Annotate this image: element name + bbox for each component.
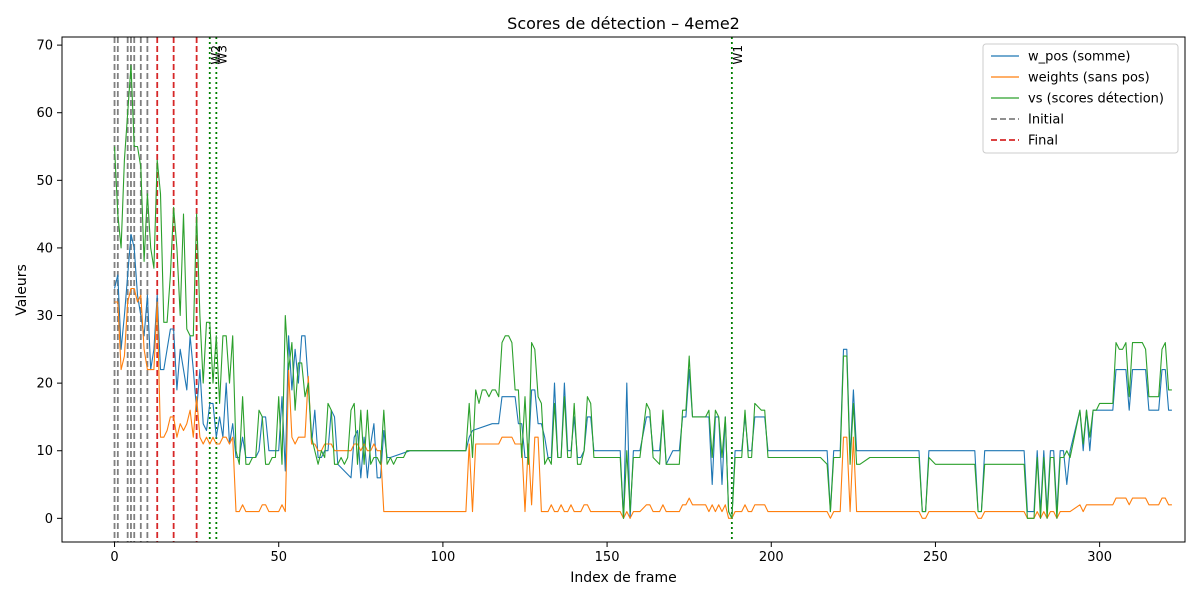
legend-label-0: w_pos (somme): [1028, 50, 1130, 65]
marker-label-w2: W2: [209, 45, 223, 65]
y-tick-label-40: 40: [36, 241, 53, 256]
x-axis: 0 50 100 150 200 250 300: [110, 542, 1112, 565]
plot-frame: [61, 36, 1186, 543]
x-tick-label-150: 150: [595, 550, 620, 565]
x-tick-label-200: 200: [759, 550, 784, 565]
series-line-2: [113, 64, 1172, 519]
y-axis: 0 10 20 30 40 50 60 70: [36, 39, 62, 527]
y-tick-label-30: 30: [36, 309, 53, 324]
x-axis-label: Index de frame: [570, 570, 676, 586]
marker-label-w1: W1: [731, 45, 745, 65]
y-tick-label-50: 50: [36, 174, 53, 189]
x-tick-label-250: 250: [923, 550, 948, 565]
x-tick-label-100: 100: [430, 550, 455, 565]
legend: w_pos (somme) weights (sans pos) vs (score…: [982, 43, 1179, 154]
chart-title: Scores de détection – 4eme2: [507, 14, 740, 33]
y-tick-label-0: 0: [45, 512, 53, 527]
y-tick-label-60: 60: [36, 106, 53, 121]
marker-label-w3: W3: [215, 45, 229, 65]
y-tick-label-20: 20: [36, 377, 53, 392]
x-tick-label-50: 50: [270, 550, 287, 565]
legend-label-4: Final: [1028, 134, 1058, 149]
legend-box: [982, 43, 1179, 154]
data-series: [113, 64, 1172, 519]
legend-label-1: weights (sans pos): [1028, 71, 1150, 86]
x-tick-label-300: 300: [1087, 550, 1112, 565]
y-tick-label-10: 10: [36, 444, 53, 459]
legend-label-2: vs (scores détection): [1028, 92, 1164, 107]
y-tick-label-70: 70: [36, 39, 53, 54]
legend-label-3: Initial: [1028, 113, 1064, 128]
x-tick-label-0: 0: [110, 550, 118, 565]
y-axis-label: Valeurs: [14, 264, 30, 316]
